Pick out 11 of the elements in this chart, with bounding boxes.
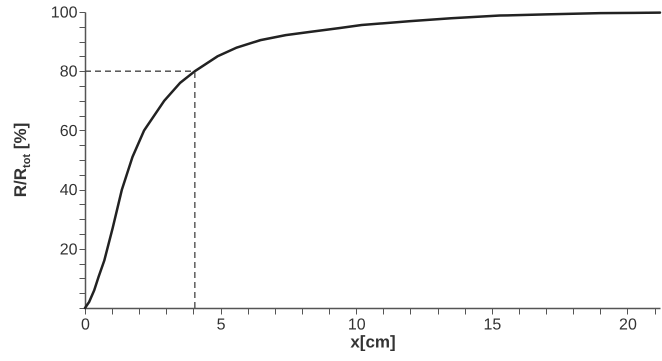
y-tick-label: 60 — [60, 122, 78, 140]
x-tick-label: 20 — [619, 316, 637, 334]
y-tick-label: 100 — [50, 4, 78, 22]
x-tick-label: 0 — [81, 316, 90, 334]
x-tick-label: 5 — [216, 316, 226, 334]
y-tick-label: 40 — [60, 182, 78, 200]
x-axis-title: x[cm] — [350, 332, 396, 352]
x-tick-label: 15 — [483, 316, 502, 334]
x-tick-label: 10 — [348, 316, 366, 334]
y-tick-label: 20 — [60, 241, 78, 258]
y-tick-label: 80 — [60, 64, 78, 81]
